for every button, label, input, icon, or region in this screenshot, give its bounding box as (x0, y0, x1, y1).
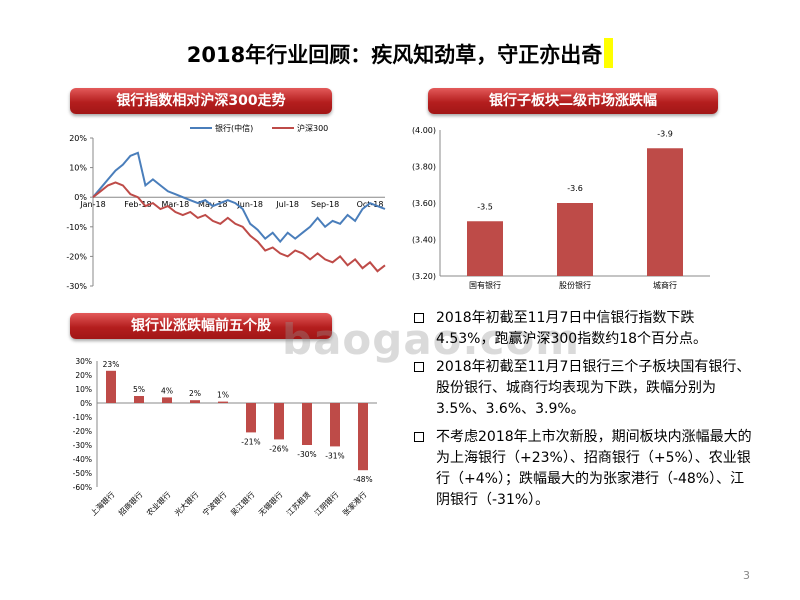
series-line-hs300 (92, 181, 386, 273)
x-tick-label: Feb-18 (124, 200, 151, 209)
bar (358, 403, 368, 471)
y-tick-label: -10% (73, 413, 92, 422)
bar (106, 370, 116, 403)
y-tick-label: 20% (69, 134, 87, 143)
line-chart-bank-vs-hs300: 20% 10% 0% -10% -20% -30% Jan-18 Feb-18 Mar-18 Ma… (66, 123, 386, 291)
data-label: -21% (241, 437, 260, 446)
y-tick-label: -30% (66, 282, 87, 291)
bullet-box-icon (414, 313, 424, 323)
bar (302, 403, 312, 445)
data-label: 1% (217, 391, 229, 400)
chart2-banner: 银行子板块二级市场涨跌幅 (428, 88, 718, 114)
x-tick-label: 国有银行 (469, 280, 501, 290)
x-tick-label: 股份银行 (559, 280, 591, 290)
bar (134, 396, 144, 403)
bullet-item: 2018年初截至11月7日中信银行指数下跌4.53%，跑赢沪深300指数约18个… (412, 308, 752, 350)
series-line-bank (92, 151, 386, 244)
watermark: baogao.com (282, 315, 580, 364)
bar (162, 397, 172, 403)
x-tick-label: Jul-18 (275, 200, 299, 209)
bullet-box-icon (414, 362, 424, 372)
bar-chart-subsectors: (4.00) (3.80) (3.60) (3.40) (3.20) -3.5 国有银行 -3… (412, 126, 710, 290)
y-tick-label: 20% (75, 371, 92, 380)
bar (246, 403, 256, 433)
chart1-banner: 银行指数相对沪深300走势 (70, 88, 332, 114)
x-tick-label: 江阴银行 (312, 489, 341, 518)
x-tick-label: Oct-18 (357, 200, 384, 209)
x-tick-label: May-18 (198, 200, 227, 209)
bullet-item: 2018年初截至11月7日银行三个子板块国有银行、股份银行、城商行均表现为下跌，… (412, 357, 752, 420)
bar (647, 148, 683, 276)
legend-label: 沪深300 (297, 123, 328, 133)
y-tick-label: -60% (73, 483, 92, 492)
x-tick-label: Sep-18 (311, 200, 339, 209)
bar (557, 203, 593, 276)
data-label: 5% (133, 385, 145, 394)
y-tick-label: 10% (69, 164, 87, 173)
y-tick-label: (3.60) (412, 199, 436, 208)
data-label: 4% (161, 386, 173, 395)
x-tick-label: 张家港行 (340, 489, 369, 518)
slide-title: 2018年行业回顾：疾风知劲草，守正亦出奇 (0, 38, 800, 69)
y-tick-label: 0% (74, 193, 87, 202)
bar (274, 403, 284, 440)
x-tick-label: Jan-18 (79, 200, 105, 209)
y-tick-label: -30% (73, 441, 92, 450)
y-tick-label: -20% (73, 427, 92, 436)
x-tick-label: 上海银行 (88, 489, 117, 518)
x-tick-label: 吴江银行 (228, 489, 257, 518)
x-tick-label: Mar-18 (162, 200, 190, 209)
x-tick-label: 宁波银行 (200, 489, 229, 518)
x-tick-label: 农业银行 (144, 489, 173, 518)
y-tick-label: 10% (75, 385, 92, 394)
bar (467, 221, 503, 276)
data-label: 23% (103, 360, 120, 369)
x-tick-label: 江苏租赁 (284, 489, 313, 518)
y-tick-label: -50% (73, 469, 92, 478)
x-tick-label: 光大银行 (172, 489, 201, 518)
y-tick-label: -20% (66, 252, 87, 261)
data-label: 2% (189, 389, 201, 398)
bar (190, 400, 200, 403)
data-label: -48% (353, 475, 372, 484)
y-tick-label: 0% (80, 399, 92, 408)
bar-chart-top-stocks: 30% 20% 10% 0% -10% -20% -30% -40% -50% -60% 23% 上海… (73, 357, 377, 518)
bar (218, 401, 228, 403)
bullet-list: 2018年初截至11月7日中信银行指数下跌4.53%，跑赢沪深300指数约18个… (412, 308, 752, 518)
y-tick-label: (3.40) (412, 236, 436, 245)
bullet-item: 不考虑2018年上市次新股，期间板块内涨幅最大的为上海银行（+23%）、招商银行… (412, 427, 752, 511)
x-tick-label: Jun-18 (236, 200, 263, 209)
y-tick-label: (4.00) (412, 126, 436, 135)
x-tick-label: 招商银行 (116, 489, 145, 518)
data-label: -26% (269, 444, 288, 453)
data-label: -3.6 (567, 184, 583, 193)
highlight-marker (604, 38, 614, 68)
data-label: -30% (297, 450, 316, 459)
bar (330, 403, 340, 447)
y-tick-label: -40% (73, 455, 92, 464)
y-tick-label: (3.80) (412, 163, 436, 172)
y-tick-label: (3.20) (412, 272, 436, 281)
bullet-box-icon (414, 432, 424, 442)
y-tick-label: -10% (66, 223, 87, 232)
data-label: -3.5 (477, 202, 493, 211)
data-label: -31% (325, 451, 344, 460)
legend-label: 银行(中信) (215, 123, 253, 133)
chart3-banner: 银行业涨跌幅前五个股 (70, 313, 332, 339)
data-label: -3.9 (657, 129, 673, 138)
x-tick-label: 城商行 (653, 280, 677, 290)
x-tick-label: 无锡银行 (256, 489, 285, 518)
page-number: 3 (743, 569, 750, 582)
y-tick-label: 30% (75, 357, 92, 366)
